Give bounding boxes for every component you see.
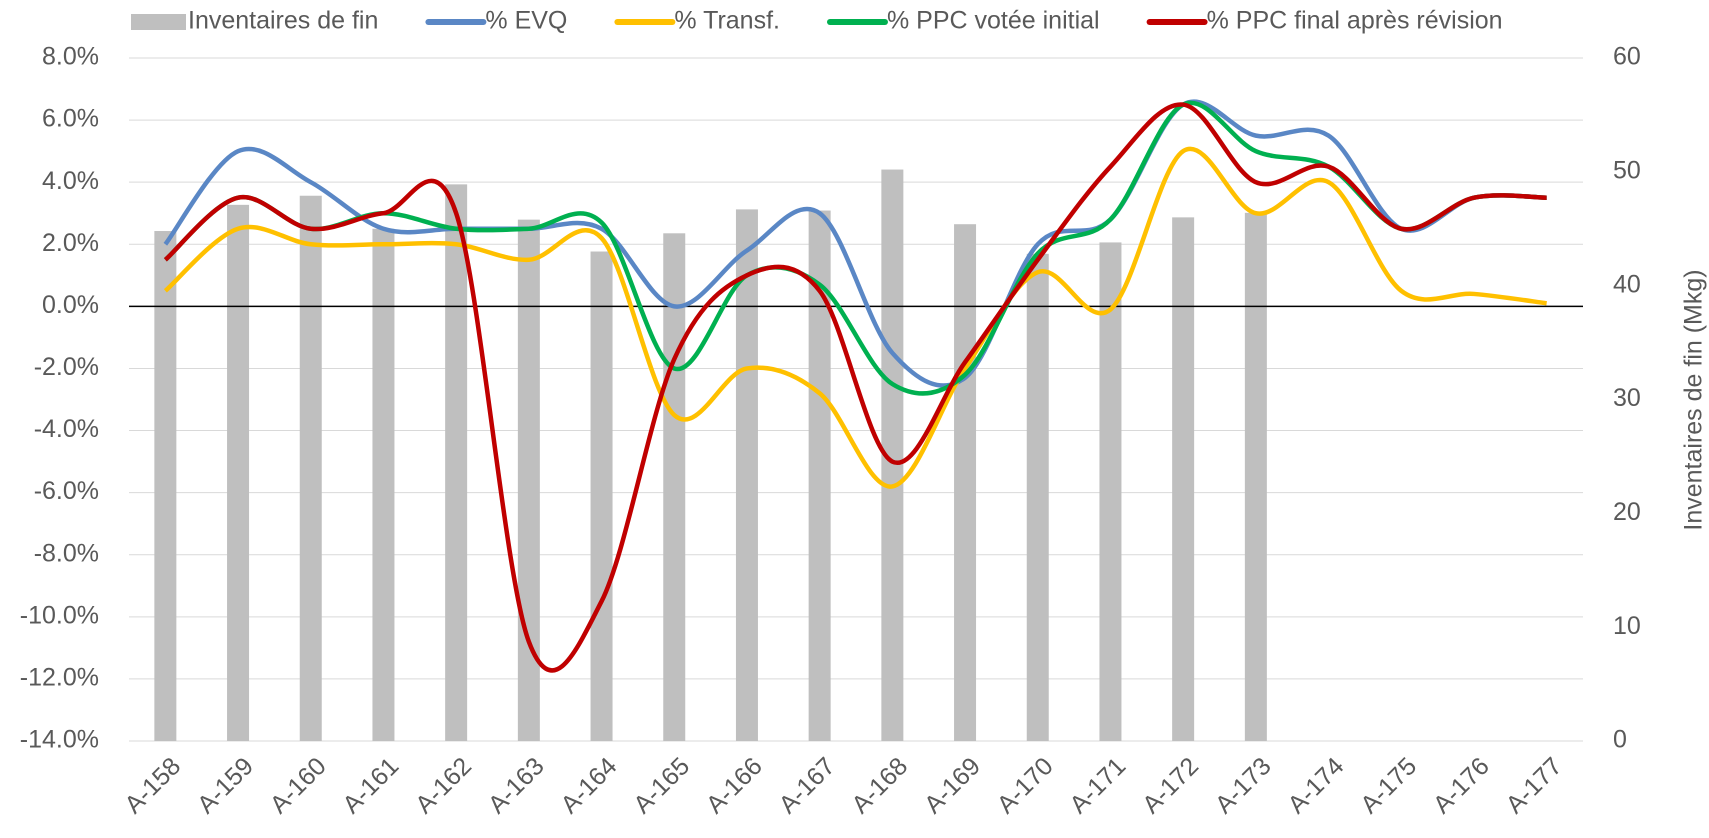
legend-label: % Transf.	[674, 7, 780, 35]
x-tick-label: A-167	[774, 752, 841, 819]
x-tick-label: A-164	[555, 752, 622, 819]
bar	[590, 251, 613, 741]
y2-tick-label: 50	[1613, 156, 1641, 184]
bar	[735, 209, 758, 742]
y-tick-label: 0.0%	[42, 291, 99, 319]
bar	[1172, 217, 1195, 741]
bar	[954, 224, 977, 742]
line	[163, 100, 1547, 396]
y-tick-label: -6.0%	[34, 477, 99, 505]
x-tick-label: A-172	[1137, 752, 1204, 819]
y2-axis-label: Inventaires de fin (Mkg)	[1680, 269, 1708, 530]
x-tick-label: A-166	[701, 752, 768, 819]
x-tick-label: A-169	[919, 752, 986, 819]
y2-tick-label: 30	[1613, 384, 1641, 412]
y2-tick-label: 0	[1613, 726, 1627, 754]
y2-tick-label: 20	[1613, 498, 1641, 526]
x-tick-label: A-158	[119, 752, 186, 819]
bar	[881, 169, 904, 742]
x-tick-label: A-175	[1355, 752, 1422, 819]
bar	[808, 210, 831, 741]
line	[163, 99, 1547, 388]
x-tick-label: A-159	[192, 752, 259, 819]
bar	[372, 228, 395, 741]
x-tick-label: A-162	[410, 752, 477, 819]
bar	[1099, 242, 1122, 741]
line	[163, 102, 1547, 673]
x-tick-label: A-174	[1282, 752, 1349, 819]
y-tick-label: 8.0%	[42, 43, 99, 71]
bar	[1244, 212, 1267, 741]
y-tick-label: -12.0%	[20, 664, 99, 692]
bar	[1026, 253, 1049, 741]
y-tick-label: -4.0%	[34, 415, 99, 443]
y-tick-label: -8.0%	[34, 539, 99, 567]
x-tick-label: A-176	[1428, 752, 1495, 819]
bar	[299, 195, 322, 741]
bar	[517, 219, 540, 742]
bar	[227, 204, 250, 742]
bar	[663, 233, 686, 741]
x-tick-label: A-170	[992, 752, 1059, 819]
y-tick-label: -14.0%	[20, 726, 99, 754]
y-tick-label: -2.0%	[34, 353, 99, 381]
legend-label: % EVQ	[485, 7, 567, 35]
legend-swatch	[131, 14, 186, 30]
y-tick-label: 2.0%	[42, 229, 99, 257]
y2-tick-label: 40	[1613, 270, 1641, 298]
x-tick-label: A-165	[628, 752, 695, 819]
legend-label: Inventaires de fin	[188, 7, 378, 35]
x-tick-label: A-163	[483, 752, 550, 819]
x-tick-label: A-160	[265, 752, 332, 819]
x-tick-label: A-171	[1064, 752, 1131, 819]
x-tick-label: A-173	[1210, 752, 1277, 819]
y-tick-label: 4.0%	[42, 167, 99, 195]
x-tick-label: A-177	[1501, 752, 1568, 819]
legend-label: % PPC final après révision	[1207, 7, 1503, 35]
line	[163, 146, 1547, 489]
y-tick-label: 6.0%	[42, 105, 99, 133]
legend-label: % PPC votée initial	[887, 7, 1100, 35]
bar	[445, 184, 468, 742]
y-tick-label: -10.0%	[20, 601, 99, 629]
bar	[154, 231, 177, 741]
x-tick-label: A-161	[337, 752, 404, 819]
x-tick-label: A-168	[846, 752, 913, 819]
y2-tick-label: 60	[1613, 43, 1641, 71]
y2-tick-label: 10	[1613, 612, 1641, 640]
